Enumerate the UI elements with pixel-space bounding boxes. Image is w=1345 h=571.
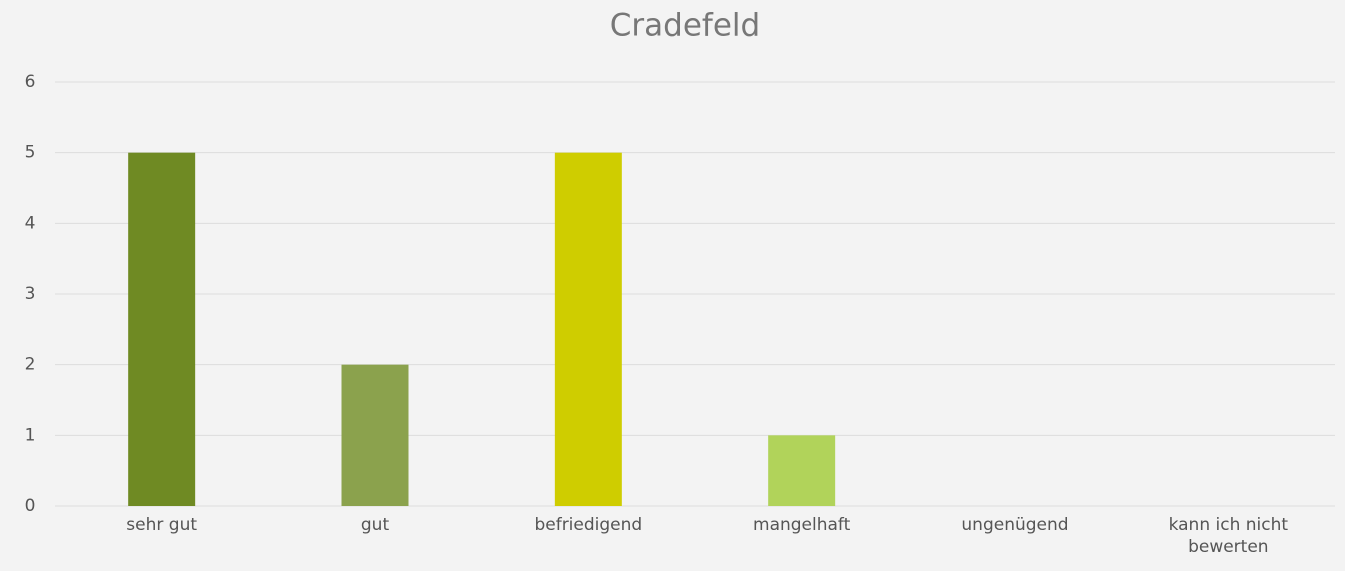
x-tick-label: gut xyxy=(360,515,390,535)
y-tick-label: 6 xyxy=(25,72,36,92)
x-tick-label: kann ich nicht bewerten xyxy=(1168,515,1289,557)
bar xyxy=(554,152,622,506)
bar xyxy=(768,435,836,506)
y-tick-label: 5 xyxy=(25,143,36,163)
y-tick-label: 0 xyxy=(25,496,36,516)
y-tick-label: 1 xyxy=(25,425,36,445)
chart-title: Cradefeld xyxy=(610,8,760,44)
bar xyxy=(128,152,196,506)
x-tick-label: ungenügend xyxy=(961,515,1069,535)
x-tick-label: sehr gut xyxy=(126,515,198,535)
y-tick-label: 3 xyxy=(25,284,36,304)
bar xyxy=(341,364,409,506)
x-tick-label: mangelhaft xyxy=(753,515,851,535)
x-tick-label: befriedigend xyxy=(534,515,643,535)
y-tick-label: 4 xyxy=(25,213,36,233)
y-tick-label: 2 xyxy=(25,355,36,375)
